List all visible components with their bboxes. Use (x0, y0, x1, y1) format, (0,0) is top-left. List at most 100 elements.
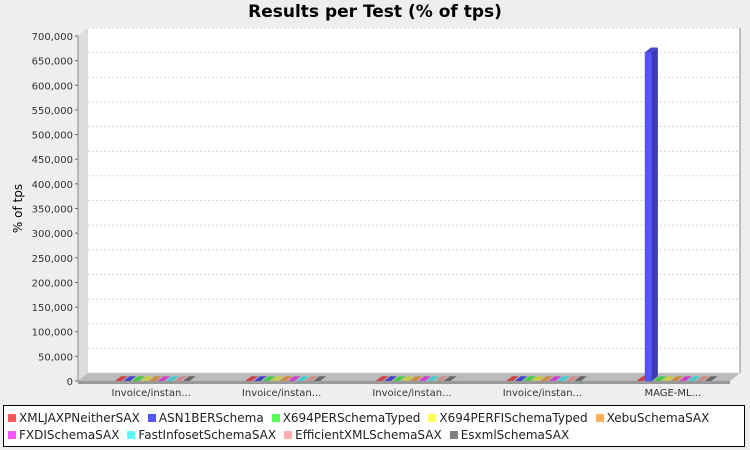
legend-item: XebuSchemaSAX (595, 409, 709, 426)
bar-top (182, 376, 196, 381)
y-tick-label: 700,000 (32, 32, 73, 43)
bar (704, 376, 718, 381)
bar-top (687, 376, 701, 381)
x-tick-label: MAGE-ML... (644, 388, 701, 399)
bar-top (157, 376, 171, 381)
bar (375, 376, 389, 381)
bar (514, 376, 528, 381)
bar (313, 376, 327, 381)
y-tick-label: 650,000 (32, 57, 73, 68)
legend-swatch (271, 413, 280, 422)
bar (574, 376, 587, 381)
bar-top (279, 376, 293, 381)
plot-area: 0 50,000 100,000 150,000 200,000 250,000 300,0… (11, 27, 741, 399)
legend-swatch (147, 413, 156, 422)
bar-top (696, 376, 709, 381)
legend-item: X694PERFISchemaTyped (428, 409, 588, 426)
legend-item: XMLJAXPNeitherSAX (8, 409, 140, 426)
legend-item: EfficientXMLSchemaSAX (284, 426, 442, 443)
legend-swatch (449, 430, 458, 439)
bar-top (409, 376, 423, 381)
bar (696, 376, 709, 381)
chart-title: Results per Test (% of tps) (248, 2, 502, 22)
bar-top (426, 376, 440, 381)
bar-top (174, 376, 188, 381)
bar-top (418, 376, 432, 381)
y-tick-label: 250,000 (32, 254, 73, 265)
bar (540, 376, 553, 381)
floor-edge (78, 381, 730, 384)
bar (401, 376, 415, 381)
bar (253, 376, 267, 381)
bar-top (523, 376, 536, 381)
legend-label: FXDISchemaSAX (19, 427, 120, 442)
bar-top (392, 376, 406, 381)
bar-top (574, 376, 587, 381)
bar-top (506, 376, 519, 381)
bar-top (384, 376, 398, 381)
bar (523, 376, 536, 381)
y-tick-label: 550,000 (32, 106, 73, 117)
bar (157, 376, 171, 381)
bar (304, 376, 318, 381)
legend-label: FastInfosetSchemaSAX (138, 427, 277, 442)
bar (245, 376, 259, 381)
bar (644, 47, 658, 382)
bar-top (304, 376, 318, 381)
bar (409, 376, 423, 381)
bar-top (375, 376, 389, 381)
bar (279, 376, 293, 381)
y-tick-label: 500,000 (32, 131, 73, 142)
bar-top (540, 376, 553, 381)
bar (148, 376, 162, 381)
y-tick-label: 600,000 (32, 81, 73, 92)
x-tick-label: Invoice/instan... (112, 388, 191, 399)
y-tick-label: 350,000 (32, 205, 73, 216)
y-tick-label: 450,000 (32, 155, 73, 166)
bar-top (401, 376, 415, 381)
legend-swatch (8, 413, 16, 422)
bar-top (670, 376, 684, 381)
y-tick-label: 200,000 (32, 278, 73, 289)
y-tick-label: 150,000 (32, 303, 73, 314)
legend-item: X694PERSchemaTyped (271, 409, 420, 426)
x-tick-label: Invoice/instan... (242, 388, 321, 399)
y-tick-label: 400,000 (32, 180, 73, 191)
bar-top (270, 376, 284, 381)
bar-top (114, 376, 128, 381)
legend-swatch (8, 430, 16, 439)
bar-top (140, 376, 154, 381)
bar-top (565, 376, 579, 381)
legend-swatch (284, 430, 293, 439)
legend-label: X694PERFISchemaTyped (439, 410, 588, 425)
bar-top (548, 376, 562, 381)
bar-top (514, 376, 528, 381)
bar-top (443, 376, 457, 381)
bar-top (123, 376, 137, 381)
x-tick-label: Invoice/instan... (372, 388, 451, 399)
bar-top (165, 376, 179, 381)
legend-item: FXDISchemaSAX (8, 426, 119, 443)
bar-top (296, 376, 310, 381)
bar-top (679, 376, 692, 381)
bar-top (435, 376, 449, 381)
y-tick-label: 300,000 (32, 229, 73, 240)
bar-top (245, 376, 259, 381)
legend-label: EsxmlSchemaSAX (460, 427, 570, 442)
bar-top (131, 376, 145, 381)
bar-top (645, 47, 658, 53)
bar (140, 376, 154, 381)
y-axis-label: % of tps (11, 184, 25, 233)
bar (662, 376, 675, 381)
bar-top (253, 376, 267, 381)
legend: XMLJAXPNeitherSAX ASN1BERSchema X694PERSch… (3, 405, 745, 447)
x-tick-label: Invoice/instan... (503, 388, 582, 399)
bar (174, 376, 188, 381)
bar (435, 376, 449, 381)
bar (270, 376, 284, 381)
bar-top (287, 376, 301, 381)
bar-top (531, 376, 545, 381)
bar (418, 376, 432, 381)
y-tick-label: 50,000 (38, 352, 73, 363)
legend-label: ASN1BERSchema (158, 410, 264, 425)
